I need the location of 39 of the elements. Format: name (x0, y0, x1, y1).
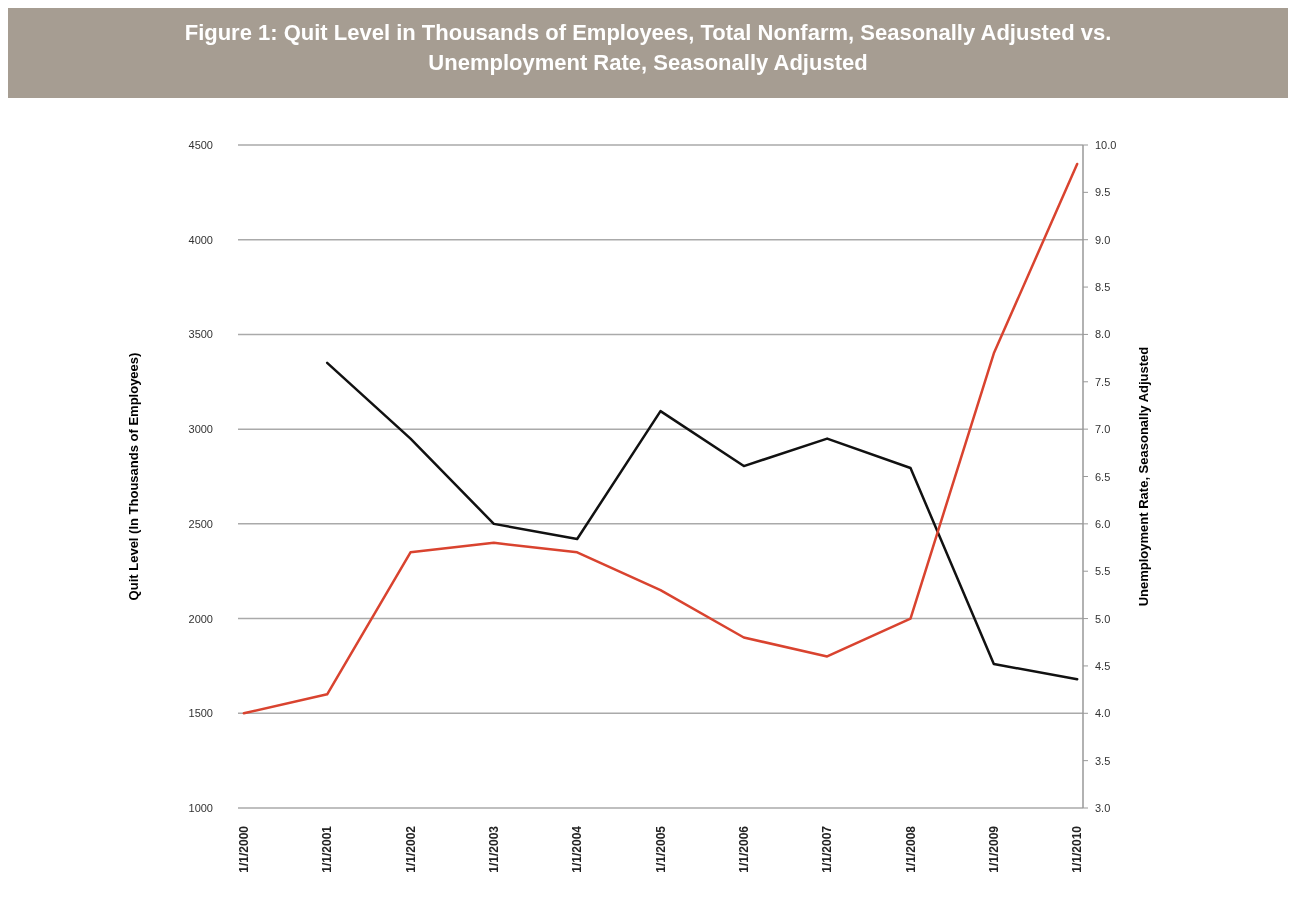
y2-tick-label: 6.5 (1095, 470, 1111, 483)
y2-tick-label: 4.0 (1095, 707, 1111, 720)
chart-title: Figure 1: Quit Level in Thousands of Employees, Total Nonfarm, Seasonally Adjusted vs. Unemployment Rate, Seasonally Adjusted (184, 20, 1112, 75)
x-tick-label: 1/1/2004 (570, 825, 585, 873)
y2-tick-label: 3.5 (1095, 754, 1111, 767)
x-tick-label: 1/1/2008 (903, 825, 918, 873)
y-tick-label: 2000 (188, 612, 213, 625)
x-tick-label: 1/1/2005 (653, 825, 668, 873)
x-tick-label: 1/1/2010 (1070, 825, 1085, 873)
line-series (325, 361, 1079, 681)
x-tick-label: 1/1/2000 (236, 825, 251, 873)
x-tick-label: 1/1/2001 (320, 825, 335, 873)
y2-tick-label: 10.0 (1095, 139, 1117, 151)
x-tick-label: 1/1/2007 (820, 825, 835, 873)
y2-tick-label: 9.5 (1095, 186, 1111, 199)
y2-tick-label: 9.0 (1095, 233, 1111, 246)
line-series (242, 162, 1079, 715)
y-tick-label: 1000 (188, 802, 213, 814)
y2-axis-title: Unemployment Rate, Seasonally Adjusted (1136, 346, 1151, 607)
x-tick-label: 1/1/2003 (486, 825, 501, 873)
y2-tick-label: 7.0 (1095, 423, 1111, 436)
y2-tick-label: 5.0 (1095, 612, 1111, 625)
y-tick-label: 1500 (188, 707, 213, 720)
y2-tick-label: 8.0 (1095, 328, 1111, 341)
y-axis-title: Quit Level (In Thousands of Employees) (126, 352, 141, 601)
x-tick-label: 1/1/2009 (986, 825, 1001, 873)
x-tick-label: 1/1/2006 (736, 825, 751, 873)
y2-tick-label: 7.5 (1095, 375, 1111, 388)
y-tick-label: 4500 (188, 139, 213, 151)
y-tick-label: 3000 (188, 423, 213, 436)
y-tick-label: 2500 (188, 517, 213, 530)
y-tick-label: 4000 (188, 233, 213, 246)
y2-tick-label: 8.5 (1095, 281, 1111, 294)
y-tick-label: 3500 (188, 328, 213, 341)
y2-tick-label: 4.5 (1095, 659, 1111, 672)
y2-tick-label: 3.0 (1095, 802, 1111, 814)
y2-tick-label: 6.0 (1095, 517, 1111, 530)
x-tick-label: 1/1/2002 (403, 825, 418, 873)
y2-tick-label: 5.5 (1095, 565, 1111, 578)
